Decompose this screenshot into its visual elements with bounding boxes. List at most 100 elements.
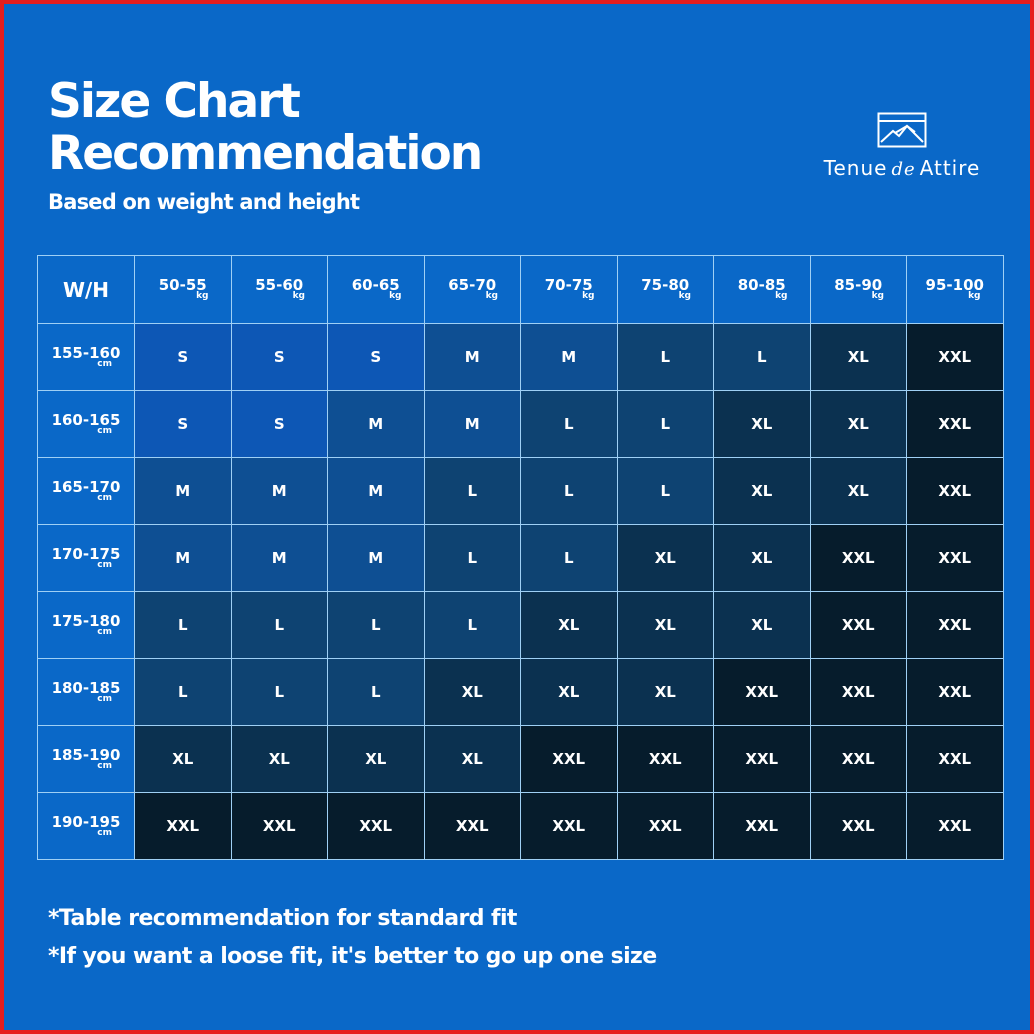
brand-name-part-1: Tenue xyxy=(823,156,888,180)
weight-unit-label: kg xyxy=(582,291,595,301)
size-cell: XL xyxy=(616,591,714,659)
weight-unit-label: kg xyxy=(678,291,691,301)
title-line-2: Recommendation xyxy=(48,126,483,181)
size-cell: XXL xyxy=(906,725,1004,793)
weight-header: 70-75 kg xyxy=(520,255,618,324)
size-cell: L xyxy=(327,591,425,659)
weight-header: 55-60 kg xyxy=(230,255,328,324)
size-cell: L xyxy=(616,390,714,458)
size-cell: M xyxy=(423,323,521,391)
weight-header: 65-70 kg xyxy=(423,255,521,324)
height-header: 185-190 cm xyxy=(37,725,135,793)
table-row: 160-165 cm S S M M L L XL XL XXL xyxy=(37,390,1004,458)
size-cell: XL xyxy=(809,390,907,458)
weight-header: 80-85 kg xyxy=(713,255,811,324)
size-cell: XXL xyxy=(327,792,425,860)
page-subtitle: Based on weight and height xyxy=(48,190,360,214)
size-cell: S xyxy=(230,323,328,391)
height-range-label: 170-175 xyxy=(51,544,121,563)
size-cell: XL xyxy=(713,457,811,525)
table-row: 165-170 cm M M M L L L XL XL XXL xyxy=(37,457,1004,525)
size-cell: XXL xyxy=(809,658,907,726)
weight-range-label: 75-80 xyxy=(641,276,690,294)
size-cell: XL xyxy=(713,524,811,592)
size-cell: S xyxy=(134,390,232,458)
height-unit-label: cm xyxy=(97,827,112,838)
weight-unit-label: kg xyxy=(775,291,788,301)
weight-unit-label: kg xyxy=(968,291,981,301)
size-cell: XL xyxy=(134,725,232,793)
size-cell: L xyxy=(230,591,328,659)
brand-name-part-2: de xyxy=(891,159,916,180)
height-unit-label: cm xyxy=(97,492,112,503)
height-header: 190-195 cm xyxy=(37,792,135,860)
weight-header: 50-55 kg xyxy=(134,255,232,324)
weight-range-label: 95-100 xyxy=(925,276,984,294)
size-cell: XL xyxy=(809,457,907,525)
size-cell: L xyxy=(134,591,232,659)
size-cell: XXL xyxy=(809,725,907,793)
footnote-2: *If you want a loose fit, it's better to… xyxy=(48,944,657,969)
size-cell: XXL xyxy=(809,591,907,659)
weight-range-label: 85-90 xyxy=(834,276,883,294)
size-cell: XL xyxy=(713,390,811,458)
weight-unit-label: kg xyxy=(196,291,209,301)
size-cell: XXL xyxy=(713,658,811,726)
height-unit-label: cm xyxy=(97,693,112,704)
size-cell: XXL xyxy=(809,792,907,860)
size-cell: M xyxy=(327,457,425,525)
table-row: 175-180 cm L L L L XL XL XL XXL XXL xyxy=(37,591,1004,659)
height-range-label: 180-185 xyxy=(51,678,121,697)
size-cell: M xyxy=(230,524,328,592)
height-range-label: 175-180 xyxy=(51,611,121,630)
height-unit-label: cm xyxy=(97,358,112,369)
size-cell: M xyxy=(230,457,328,525)
size-cell: L xyxy=(616,323,714,391)
weight-range-label: 80-85 xyxy=(737,276,786,294)
size-cell: L xyxy=(423,591,521,659)
size-cell: M xyxy=(134,457,232,525)
height-unit-label: cm xyxy=(97,559,112,570)
size-cell: XXL xyxy=(906,390,1004,458)
size-cell: XXL xyxy=(616,725,714,793)
size-cell: XXL xyxy=(809,524,907,592)
corner-label: W/H xyxy=(37,255,135,324)
size-cell: M xyxy=(327,524,425,592)
size-cell: XXL xyxy=(906,457,1004,525)
size-cell: XXL xyxy=(520,792,618,860)
size-cell: S xyxy=(230,390,328,458)
height-header: 155-160 cm xyxy=(37,323,135,391)
weight-unit-label: kg xyxy=(389,291,402,301)
weight-unit-label: kg xyxy=(292,291,305,301)
weight-header: 85-90 kg xyxy=(809,255,907,324)
page-title: Size Chart Recommendation xyxy=(48,74,483,181)
size-cell: XXL xyxy=(423,792,521,860)
title-line-1: Size Chart xyxy=(48,74,301,129)
table-row: 185-190 cm XL XL XL XL XXL XXL XXL XXL XXL xyxy=(37,725,1004,793)
size-cell: XL xyxy=(616,524,714,592)
height-range-label: 190-195 xyxy=(51,812,121,831)
brand-name: Tenue de Attire xyxy=(804,156,1000,180)
size-cell: L xyxy=(713,323,811,391)
height-range-label: 165-170 xyxy=(51,477,121,496)
size-cell: XL xyxy=(809,323,907,391)
table-row: 180-185 cm L L L XL XL XL XXL XXL XXL xyxy=(37,658,1004,726)
footnotes: *Table recommendation for standard fit *… xyxy=(48,900,657,976)
size-cell: L xyxy=(520,524,618,592)
size-cell: S xyxy=(134,323,232,391)
weight-range-label: 70-75 xyxy=(544,276,593,294)
size-cell: L xyxy=(520,390,618,458)
size-cell: XL xyxy=(230,725,328,793)
size-cell: XL xyxy=(713,591,811,659)
size-cell: XXL xyxy=(906,323,1004,391)
height-unit-label: cm xyxy=(97,760,112,771)
height-header: 180-185 cm xyxy=(37,658,135,726)
size-cell: L xyxy=(616,457,714,525)
table-body: 155-160 cm S S S M M L L XL XXL 160-165 cm S S M M L L XL XL… xyxy=(37,323,1004,860)
weight-unit-label: kg xyxy=(485,291,498,301)
height-unit-label: cm xyxy=(97,626,112,637)
size-cell: XL xyxy=(520,591,618,659)
size-table: W/H 50-55 kg 55-60 kg 60-65 kg 65-70 kg 70-75 kg 7… xyxy=(37,255,1004,860)
size-cell: XXL xyxy=(713,725,811,793)
table-row: 190-195 cm XXL XXL XXL XXL XXL XXL XXL XXL XXL xyxy=(37,792,1004,860)
